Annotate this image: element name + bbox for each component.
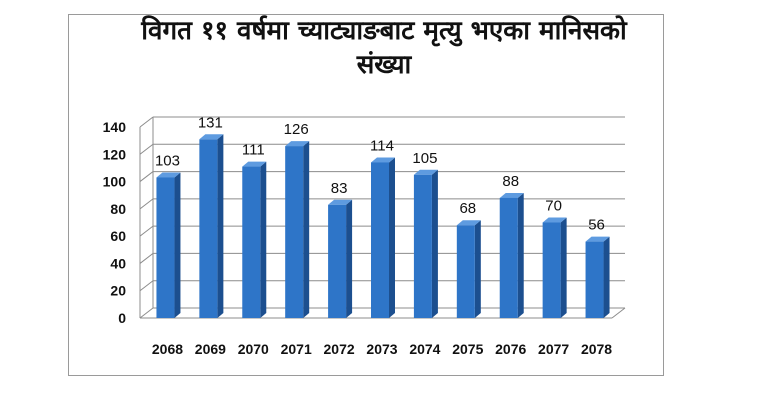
bar [542,222,561,318]
x-tick-label: 2071 [281,341,312,357]
gridline-depth [139,280,154,292]
chart-title: विगत ११ वर्षमा च्याट्याङबाट मृत्यु भएका … [0,14,768,82]
x-tick-label: 2073 [366,341,397,357]
chart-title-line-1: विगत ११ वर्षमा च्याट्याङबाट मृत्यु भएका … [141,16,627,46]
x-tick-label: 2068 [152,341,183,357]
data-label: 114 [370,137,394,154]
data-label: 126 [284,121,309,138]
bar-top [542,217,567,223]
bar [371,162,389,318]
data-label: 131 [198,114,223,131]
y-tick-label: 40 [110,255,126,271]
y-tick-label: 140 [103,119,127,135]
data-label: 105 [412,150,437,167]
bar-top [199,134,224,140]
data-label: 70 [545,198,562,215]
x-tick-label: 2072 [324,341,355,357]
y-tick-label: 0 [118,310,126,326]
bar [199,139,218,318]
bar-side [560,217,567,318]
data-label: 56 [588,217,605,234]
bar [242,166,261,318]
gridline-depth [139,171,154,182]
floor-edge [611,307,626,319]
data-label: 103 [155,152,180,169]
data-label: 83 [331,180,348,197]
bar-side [517,192,524,318]
y-tick-label: 60 [110,228,126,244]
gridline-depth [139,253,154,264]
y-tick-label: 20 [110,283,126,299]
x-tick-label: 2075 [452,341,483,357]
bar-side [603,236,610,318]
bar-top [499,192,524,198]
data-label: 68 [459,200,476,217]
bar [585,241,604,318]
x-tick-label: 2069 [195,341,226,357]
x-tick-label: 2078 [581,341,612,357]
bar-top [285,141,310,147]
label-layer: 103 2068 131 2069 111 2070 126 2071 83 2072 114 207… [152,114,612,357]
x-tick-label: 2074 [409,341,440,357]
bar-side [303,141,310,318]
gridline-depth [139,143,154,155]
bar-side [174,172,181,318]
bar-side [389,157,395,318]
gridline-depth [139,225,154,237]
x-tick-label: 2070 [238,341,269,357]
bar-top [585,236,610,242]
x-tick-label: 2077 [538,341,569,357]
bar-top [156,172,181,178]
data-label: 88 [502,173,519,190]
bar-top [371,157,395,163]
bar [456,225,475,318]
bar-top [456,220,481,226]
chart-title-line-2: संख्या [356,50,412,80]
data-label: 111 [242,142,265,159]
bar-side [431,169,438,318]
bar [285,146,304,318]
bar [328,204,347,318]
y-tick-label: 100 [103,174,127,190]
bar-top [328,199,353,205]
bar-top [413,169,438,175]
bar-side [346,199,353,318]
bar-layer [156,134,610,318]
bar [156,177,175,318]
gridline-depth [139,198,154,210]
y-tick-label: 80 [110,201,126,217]
gridline-depth [139,307,154,319]
bar [413,174,432,318]
bar-side [260,161,267,318]
bar-side [217,134,224,318]
x-tick-label: 2076 [495,341,526,357]
bar-top [242,161,267,167]
y-tick-label: 120 [103,146,127,162]
bar [499,197,518,318]
gridline-depth [139,116,154,128]
bar-side [474,220,481,318]
